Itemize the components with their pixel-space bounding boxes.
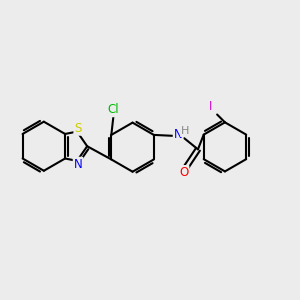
Text: I: I bbox=[209, 100, 212, 112]
Text: S: S bbox=[74, 122, 82, 135]
Text: Cl: Cl bbox=[108, 103, 119, 116]
Text: N: N bbox=[74, 158, 82, 171]
Text: N: N bbox=[174, 128, 182, 141]
Text: O: O bbox=[179, 166, 188, 179]
Text: H: H bbox=[181, 126, 189, 136]
